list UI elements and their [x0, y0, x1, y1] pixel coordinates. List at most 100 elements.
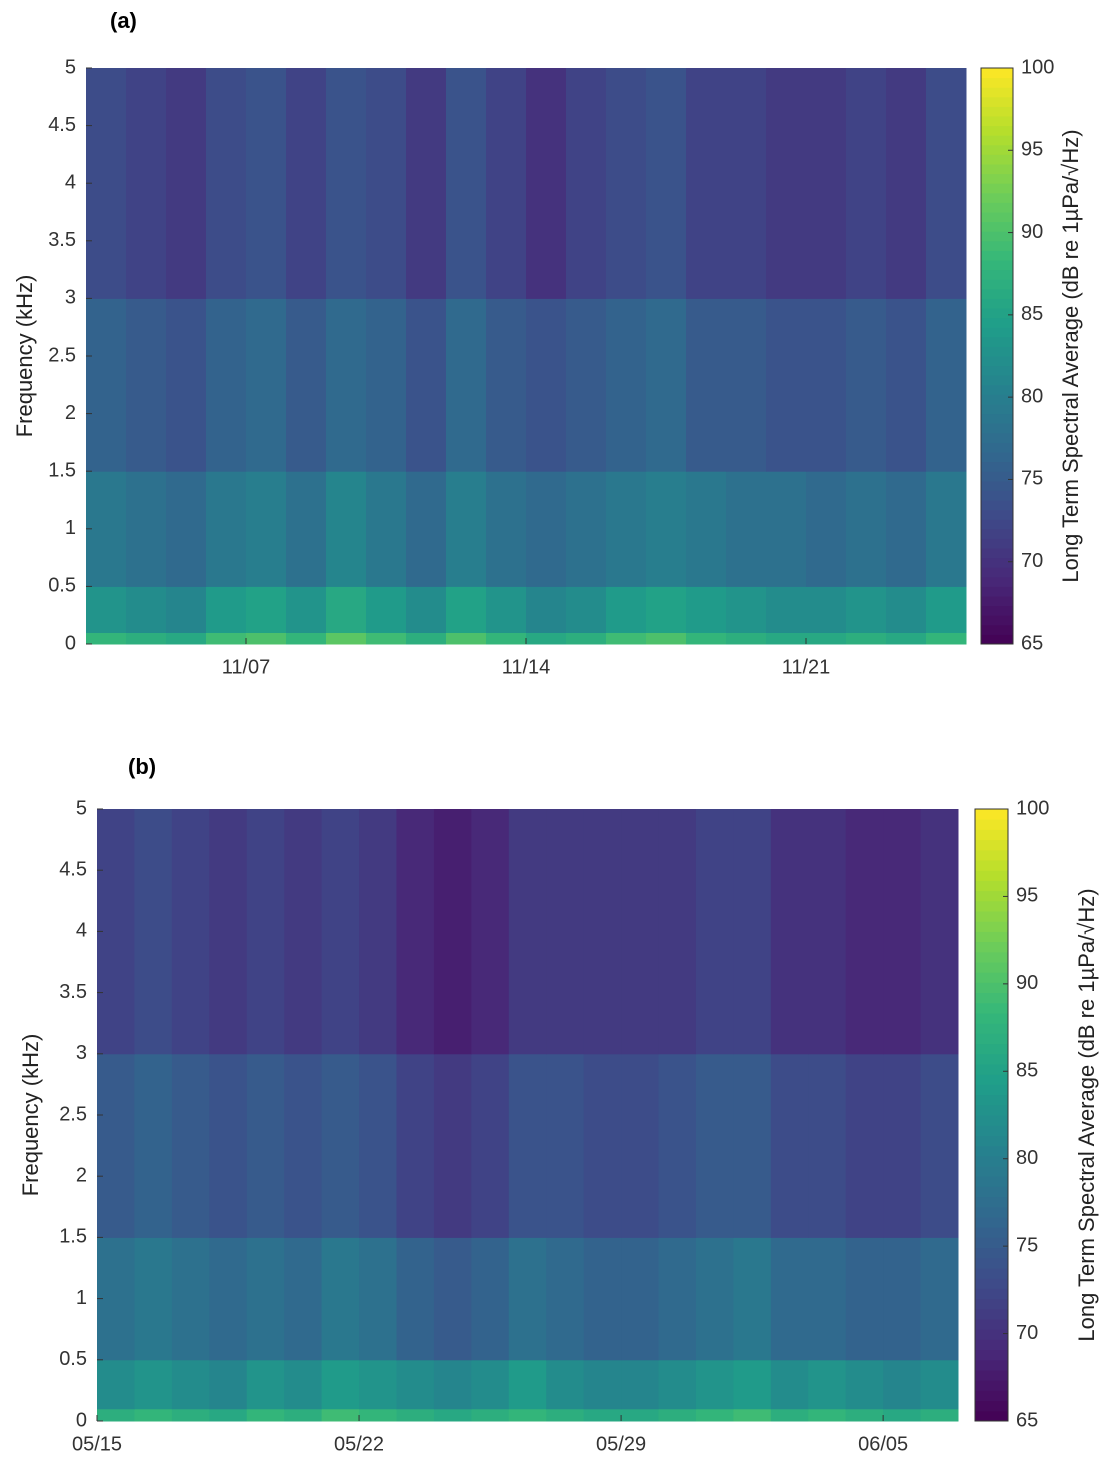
colorbar-step — [975, 860, 1008, 871]
heat-cell — [621, 1237, 660, 1361]
colorbar-step — [981, 231, 1013, 242]
heat-cell — [471, 1359, 510, 1410]
colorbar-step — [981, 605, 1013, 616]
colorbar-step — [981, 192, 1013, 203]
heat-cell — [321, 1359, 360, 1410]
heat-cell — [126, 632, 167, 645]
colorbar-tick-label: 90 — [1021, 221, 1043, 243]
y-tick-label: 5 — [76, 797, 87, 819]
panel-label: (a) — [110, 8, 137, 33]
colorbar-step — [981, 413, 1013, 424]
heat-cell — [206, 298, 247, 472]
colorbar-step — [975, 1410, 1008, 1422]
colorbar-step — [975, 1257, 1008, 1269]
heat-cell — [733, 1408, 772, 1422]
heat-cell — [726, 298, 767, 472]
heat-cell — [246, 586, 287, 633]
heat-cell — [920, 1359, 959, 1410]
colorbar-step — [975, 1206, 1008, 1218]
heat-cell — [171, 1237, 210, 1361]
colorbar-step — [975, 1104, 1008, 1116]
heat-cell — [134, 809, 173, 1055]
colorbar-step — [975, 1043, 1008, 1055]
heat-cell — [606, 632, 647, 645]
colorbar-step — [975, 849, 1008, 861]
colorbar-step — [981, 624, 1013, 635]
heat-cell — [471, 1237, 510, 1361]
colorbar-step — [981, 490, 1013, 501]
heat-cell — [766, 68, 807, 299]
heat-cell — [583, 1053, 622, 1238]
heat-cell — [406, 586, 447, 633]
heat-cell — [286, 68, 327, 299]
heat-cell — [446, 68, 487, 299]
heat-cell — [926, 298, 967, 472]
colorbar-step — [981, 144, 1013, 155]
heat-cell — [926, 68, 967, 299]
colorbar-step — [981, 480, 1013, 491]
heat-cell — [695, 809, 734, 1055]
heat-cell — [326, 298, 367, 472]
colorbar-step — [975, 1064, 1008, 1075]
colorbar-step — [981, 634, 1013, 645]
heat-cell — [845, 1053, 884, 1238]
heat-cell — [166, 298, 207, 472]
heat-cell — [886, 471, 927, 587]
colorbar-tick-label: 75 — [1021, 468, 1043, 490]
heat-cell — [566, 298, 607, 472]
colorbar-step — [981, 336, 1013, 347]
heat-cell — [808, 809, 847, 1055]
heat-cell — [770, 1053, 809, 1238]
heat-cell — [566, 632, 607, 645]
heat-cell — [583, 1237, 622, 1361]
heat-cell — [486, 298, 527, 472]
colorbar-step — [981, 327, 1013, 338]
colorbar-tick-label: 95 — [1016, 885, 1038, 907]
heat-cell — [486, 471, 527, 587]
colorbar-step — [975, 1390, 1008, 1402]
colorbar-step — [975, 1268, 1008, 1279]
heat-cell — [209, 1359, 248, 1410]
heat-cell — [883, 1359, 922, 1410]
colorbar-step — [975, 1359, 1008, 1371]
y-tick-label: 3.5 — [48, 229, 76, 251]
heat-cell — [883, 1053, 922, 1238]
colorbar-step — [975, 1053, 1008, 1065]
y-tick-label: 3 — [76, 1042, 87, 1064]
heat-cell — [433, 1237, 472, 1361]
y-tick-label: 1 — [76, 1287, 87, 1309]
heat-cell — [508, 1359, 547, 1410]
colorbar-step — [975, 941, 1008, 953]
colorbar-step — [975, 992, 1008, 1004]
colorbar-step — [975, 1247, 1008, 1259]
colorbar-step — [981, 269, 1013, 280]
heat-cell — [526, 586, 567, 633]
heat-cell — [246, 632, 287, 645]
heat-cell — [766, 632, 807, 645]
colorbar-step — [981, 394, 1013, 405]
heat-cell — [321, 1053, 360, 1238]
heat-cell — [286, 298, 327, 472]
heat-cell — [366, 68, 407, 299]
heat-cell — [686, 298, 727, 472]
colorbar-step — [975, 1400, 1008, 1412]
heat-cell — [606, 471, 647, 587]
heat-cell — [396, 809, 435, 1055]
heat-cell — [359, 809, 397, 1055]
colorbar-step — [975, 921, 1008, 932]
heat-cell — [284, 1408, 323, 1422]
colorbar-step — [975, 809, 1008, 820]
heat-cell — [846, 586, 887, 633]
heat-cell — [621, 1359, 660, 1410]
heat-cell — [246, 809, 285, 1055]
colorbar-step — [975, 1329, 1008, 1340]
y-tick-label: 0.5 — [59, 1348, 87, 1370]
colorbar-tick-label: 100 — [1016, 797, 1049, 819]
colorbar-step — [981, 77, 1013, 88]
heat-cell — [209, 1237, 248, 1361]
heat-cell — [97, 809, 135, 1055]
colorbar-step — [975, 1013, 1008, 1024]
y-tick-label: 0 — [76, 1409, 87, 1431]
colorbar-step — [981, 576, 1013, 587]
heat-cell — [808, 1237, 847, 1361]
